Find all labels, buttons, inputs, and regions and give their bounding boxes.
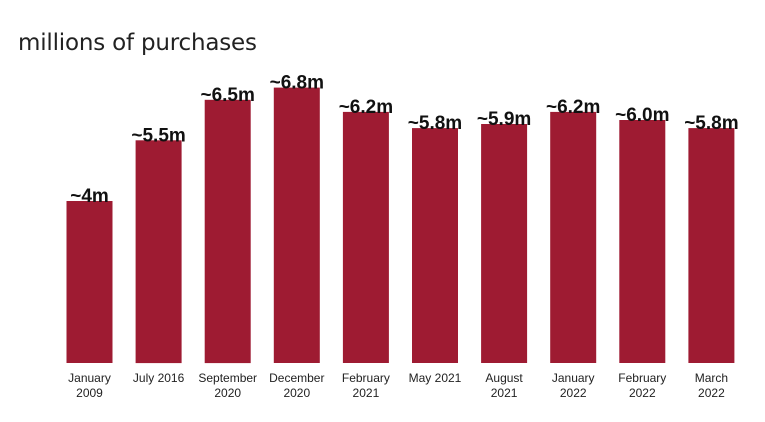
bar-1 xyxy=(66,201,113,363)
data-label-10: ~5.8m xyxy=(684,113,738,134)
data-label-3: ~6.5m xyxy=(200,85,254,106)
bars-group xyxy=(66,87,735,364)
data-label-1: ~4m xyxy=(70,186,109,207)
bar-8 xyxy=(550,111,597,364)
bar-5 xyxy=(342,111,389,364)
x-tick-label-4: December 2020 xyxy=(269,371,324,400)
data-labels-group: ~4m ~5.5m ~6.5m ~6.8m ~6.2m ~5.8m ~5.9m ~6.2m ~6… xyxy=(70,73,738,207)
data-label-7: ~5.9m xyxy=(477,109,531,130)
data-label-9: ~6.0m xyxy=(615,105,669,126)
x-tick-label-3: September 2020 xyxy=(198,371,257,400)
x-tick-label-1: January 2009 xyxy=(68,371,111,400)
x-tick-label-10: March 2022 xyxy=(695,371,728,400)
bar-4 xyxy=(273,87,320,363)
bar-9 xyxy=(619,120,666,363)
tick-labels-group: January 2009 July 2016 September 2020 Decembe… xyxy=(68,371,728,400)
data-label-2: ~5.5m xyxy=(131,125,185,146)
data-label-6: ~5.8m xyxy=(408,113,462,134)
x-tick-label-5: February 2021 xyxy=(342,371,390,400)
x-tick-label-6: May 2021 xyxy=(409,371,462,385)
data-label-4: ~6.8m xyxy=(270,73,324,94)
bar-6 xyxy=(412,128,458,363)
bar-10 xyxy=(688,128,735,363)
bar-7 xyxy=(481,124,528,363)
bar-2 xyxy=(135,140,182,364)
data-label-5: ~6.2m xyxy=(339,97,393,118)
y-axis-label: millions of purchases xyxy=(18,30,257,56)
data-label-8: ~6.2m xyxy=(546,97,600,118)
bar-3 xyxy=(204,99,251,364)
x-tick-label-9: February 2022 xyxy=(618,371,666,400)
x-tick-label-7: August 2021 xyxy=(485,371,523,400)
x-tick-label-2: July 2016 xyxy=(133,371,185,385)
x-tick-label-8: January 2022 xyxy=(552,371,595,400)
